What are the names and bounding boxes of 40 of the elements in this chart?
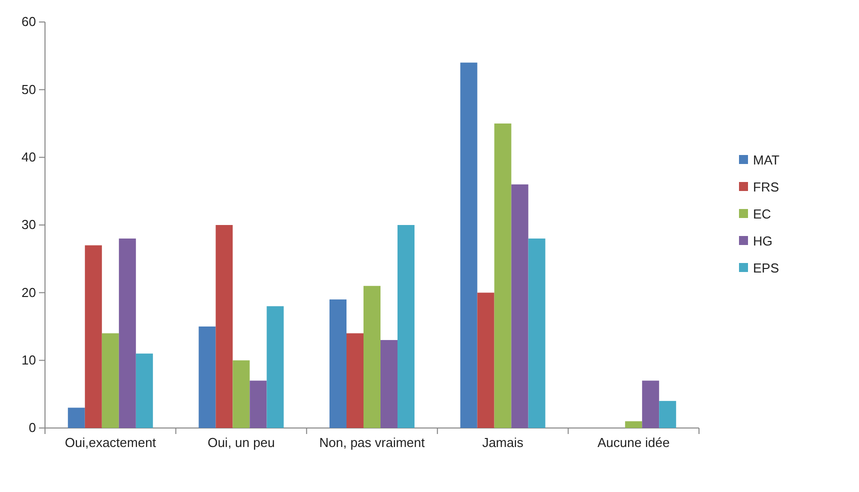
bar [494, 124, 512, 428]
bar [625, 421, 642, 428]
y-tick-label: 0 [28, 420, 36, 436]
bar [659, 400, 676, 428]
bar [198, 326, 216, 428]
legend-label: HG [753, 234, 772, 249]
bar [118, 238, 136, 428]
legend-label: EC [753, 206, 772, 222]
bar [266, 306, 284, 428]
y-tick-label: 40 [22, 149, 36, 164]
bar [460, 62, 478, 428]
bar [398, 225, 415, 428]
legend-label: EPS [753, 260, 780, 276]
bar [511, 184, 528, 428]
bar [329, 299, 346, 428]
legend-label: FRS [753, 180, 780, 195]
bar [216, 225, 233, 428]
bar [528, 238, 546, 428]
bar [477, 292, 494, 428]
bar [136, 354, 153, 428]
bar [364, 286, 380, 428]
bar [346, 333, 364, 428]
y-tick-label: 10 [22, 352, 36, 368]
x-tick-label: Aucune idée [597, 435, 670, 450]
bar [380, 340, 398, 428]
bar [642, 380, 660, 428]
y-tick-label: 50 [22, 82, 36, 97]
y-tick-label: 30 [22, 217, 36, 232]
bar [84, 245, 102, 428]
bar [232, 360, 250, 428]
x-tick-label: Oui, un peu [208, 435, 275, 450]
legend-label: MAT [753, 152, 780, 168]
x-tick-label: Oui,exactement [64, 435, 156, 450]
y-tick-label: 60 [22, 14, 36, 30]
bar [250, 380, 267, 428]
x-tick-label: Non, pas vraiment [319, 435, 426, 450]
bar [68, 408, 85, 428]
x-tick-label: Jamais [482, 435, 524, 450]
y-tick-label: 20 [22, 284, 36, 300]
bar [102, 333, 119, 428]
